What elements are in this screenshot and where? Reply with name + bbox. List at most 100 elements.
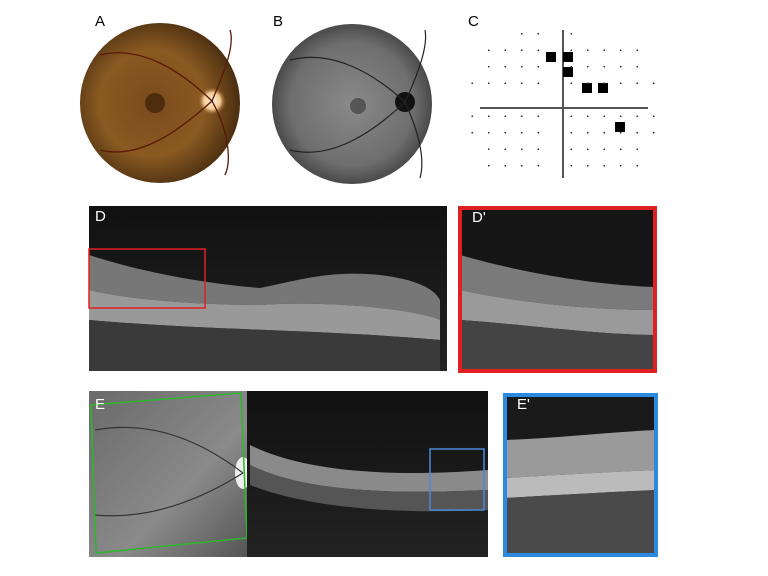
choroid (460, 320, 655, 371)
vessels (289, 29, 427, 179)
test-point (586, 131, 589, 134)
retina-layer (505, 430, 656, 478)
test-point (487, 164, 490, 167)
test-point (570, 131, 573, 134)
test-point (652, 131, 655, 134)
test-point (570, 32, 573, 35)
test-point (537, 131, 540, 134)
test-point (537, 32, 540, 35)
infrared-fundus (89, 391, 247, 557)
test-point (520, 49, 523, 52)
test-point (520, 82, 523, 85)
defect (546, 52, 556, 62)
test-point (619, 164, 622, 167)
test-point (652, 82, 655, 85)
test-point (652, 115, 655, 118)
choroid (89, 320, 440, 371)
panel-label: A (95, 13, 105, 30)
test-point (570, 82, 573, 85)
test-point (504, 131, 507, 134)
retina-layer (460, 255, 655, 310)
test-point (537, 148, 540, 151)
test-point (636, 164, 639, 167)
test-point (586, 164, 589, 167)
test-point (636, 49, 639, 52)
test-point (603, 82, 606, 85)
test-point (520, 164, 523, 167)
test-point (504, 115, 507, 118)
panel-label: D' (472, 209, 486, 226)
rpe-layer (89, 290, 440, 340)
test-point (487, 131, 490, 134)
defect (563, 52, 573, 62)
rpe-layer (460, 290, 655, 335)
panel-label: B (273, 13, 283, 30)
test-point (471, 115, 474, 118)
test-point (537, 49, 540, 52)
choroid (505, 490, 656, 555)
test-point (520, 32, 523, 35)
test-point (636, 148, 639, 151)
test-point (537, 82, 540, 85)
test-point (504, 148, 507, 151)
test-point (520, 115, 523, 118)
panel-label: E' (517, 396, 530, 413)
test-point (636, 82, 639, 85)
test-point (619, 148, 622, 151)
panel-label: D (95, 208, 106, 225)
test-point (636, 131, 639, 134)
defect (582, 83, 592, 93)
test-point (586, 82, 589, 85)
test-point (586, 115, 589, 118)
frame (458, 206, 657, 373)
test-point (487, 65, 490, 68)
test-point (603, 65, 606, 68)
defect (598, 83, 608, 93)
zoom-box (429, 448, 485, 511)
test-point (520, 65, 523, 68)
rpe-layer (505, 470, 656, 498)
test-point (570, 148, 573, 151)
test-point (487, 82, 490, 85)
test-point (586, 65, 589, 68)
test-point (471, 131, 474, 134)
defect (615, 122, 625, 132)
test-point (487, 148, 490, 151)
macula (145, 93, 165, 113)
test-point (603, 49, 606, 52)
test-point (619, 65, 622, 68)
retina-layer (89, 255, 440, 320)
test-point (619, 82, 622, 85)
test-point (570, 164, 573, 167)
test-point (487, 49, 490, 52)
test-point (487, 115, 490, 118)
test-point (603, 131, 606, 134)
test-point (636, 115, 639, 118)
test-point (619, 131, 622, 134)
choroid (250, 465, 488, 512)
vessels (94, 426, 244, 517)
test-point (586, 148, 589, 151)
test-point (537, 115, 540, 118)
vessels (99, 29, 232, 176)
test-point (619, 115, 622, 118)
test-point (504, 164, 507, 167)
test-point (603, 115, 606, 118)
macula (350, 98, 366, 114)
test-point (537, 65, 540, 68)
test-point (520, 131, 523, 134)
test-point (504, 82, 507, 85)
zoom-box (88, 248, 206, 309)
visual-field (471, 30, 655, 178)
panel-label: E (95, 396, 105, 413)
test-point (603, 164, 606, 167)
test-point (636, 65, 639, 68)
test-point (603, 148, 606, 151)
test-point (570, 65, 573, 68)
retina-layer (250, 445, 488, 492)
test-point (504, 49, 507, 52)
test-point (619, 49, 622, 52)
test-point (504, 65, 507, 68)
test-point (570, 115, 573, 118)
